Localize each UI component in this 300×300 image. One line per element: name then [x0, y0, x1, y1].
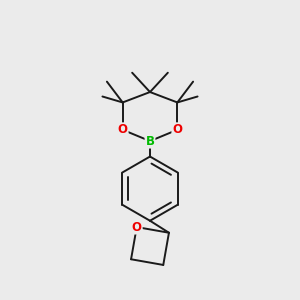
Text: O: O	[132, 220, 142, 234]
Text: O: O	[172, 123, 182, 136]
Text: O: O	[118, 123, 128, 136]
Text: B: B	[146, 135, 154, 148]
